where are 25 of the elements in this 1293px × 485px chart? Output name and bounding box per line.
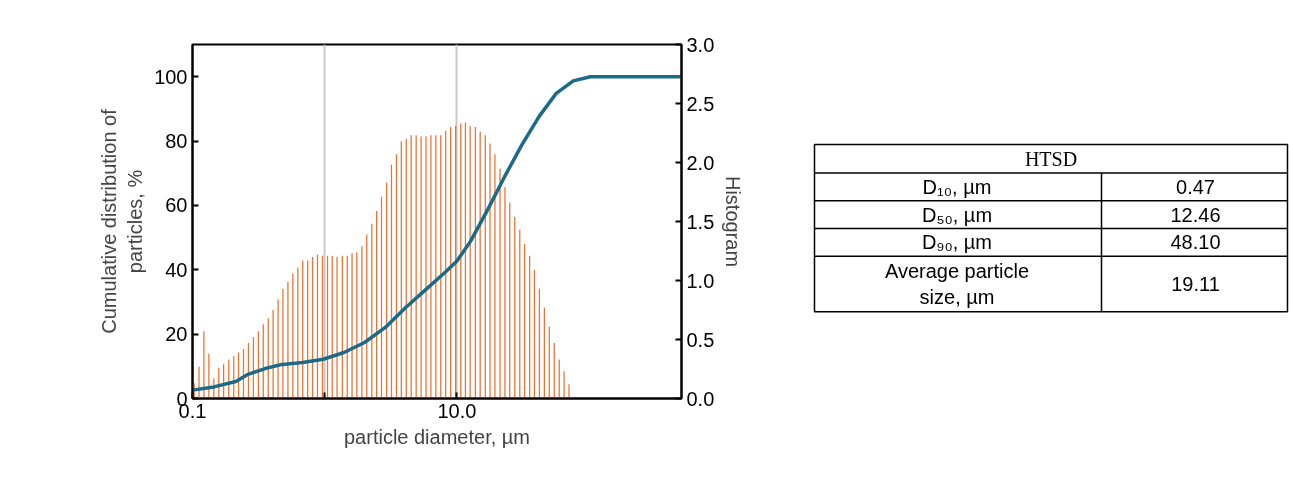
- y2-tick-label: 1.5: [686, 210, 715, 233]
- y2-tick-label: 2.0: [686, 151, 715, 174]
- text: HTSD: [1024, 147, 1078, 170]
- y2-tick-label: 1.0: [686, 269, 715, 292]
- y-tick-label: 20: [165, 323, 188, 346]
- category-label: D₁₀, µm: [922, 175, 992, 198]
- text: 48.10: [1170, 231, 1221, 254]
- y-tick-label: 60: [165, 194, 188, 217]
- text: 19.11: [1171, 272, 1220, 295]
- y-tick-label: 40: [165, 258, 188, 281]
- y-tick-label: 80: [165, 130, 188, 153]
- y2-tick-label: 2.5: [686, 92, 715, 115]
- y2-tick-label: 0.0: [686, 387, 715, 410]
- y2-tick-label: 0.5: [686, 328, 715, 351]
- y-tick-label: 100: [154, 65, 188, 88]
- y-axis-title: Cumulative distribution of particles, %: [97, 108, 147, 334]
- x-tick-label: 10.0: [437, 399, 477, 422]
- x-axis-title: particle diameter, µm: [343, 425, 531, 448]
- y2-tick-label: 3.0: [686, 33, 715, 56]
- text: 12.46: [1170, 203, 1221, 226]
- y2-axis-title: Histogram: [722, 175, 745, 268]
- category-label: Average particle size, µm: [884, 259, 1030, 309]
- category-label: D₉₀, µm: [922, 231, 992, 254]
- category-label: D₅₀, µm: [921, 203, 993, 226]
- text: 0.47: [1176, 175, 1215, 198]
